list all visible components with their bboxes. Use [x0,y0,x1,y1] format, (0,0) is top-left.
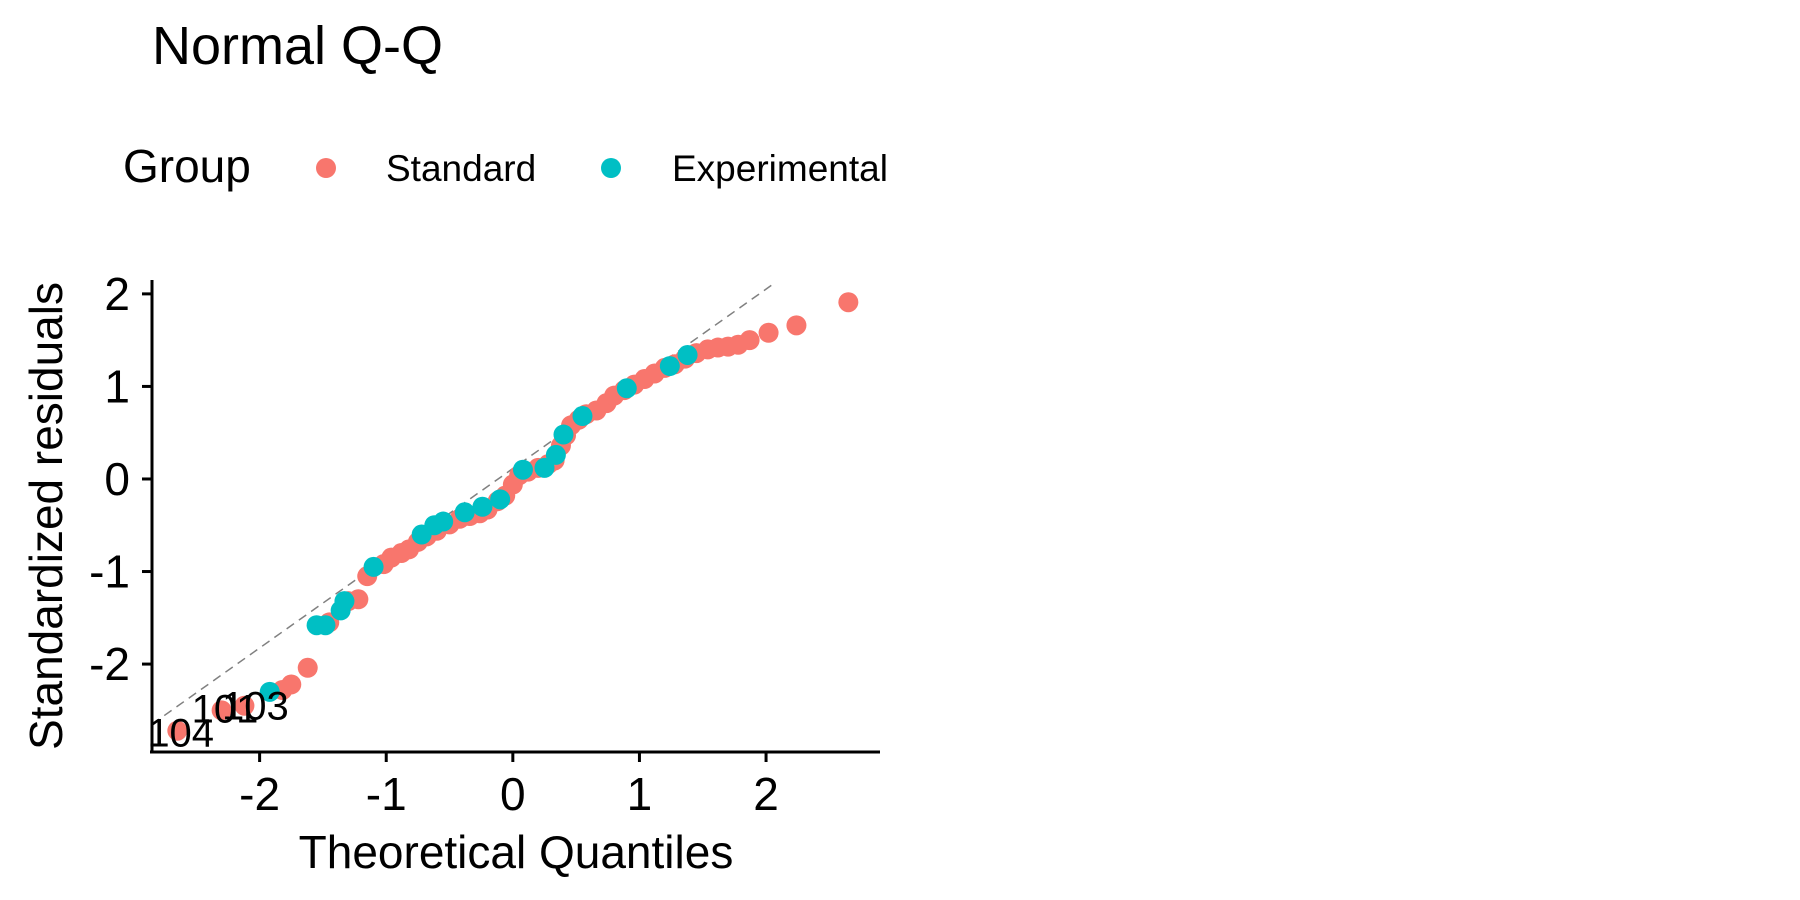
point-standard-51 [758,322,779,343]
x-ticks: -2 -1 0 1 2 [239,752,779,820]
x-tick-label: 0 [500,768,526,820]
point-experimental-5 [363,556,384,577]
point-standard-50 [739,330,760,351]
point-experimental-13 [534,457,555,478]
point-standard-53 [838,292,859,313]
axes: -2 -1 0 1 2 -2 -1 0 1 2 Theoretical Quantiles St… [20,268,880,878]
point-experimental-17 [616,378,637,399]
point-experimental-9 [454,502,475,523]
point-standard-4 [281,674,302,695]
legend-key-experimental [601,158,621,178]
y-ticks: -2 -1 0 1 2 [89,268,152,690]
x-tick-label: -2 [239,768,280,820]
point-experimental-11 [490,489,511,510]
point-standard-1 [211,700,232,721]
y-tick-label: 2 [104,268,130,320]
point-experimental-16 [572,406,593,427]
point-experimental-8 [433,511,454,532]
chart-title: Normal Q-Q [152,16,443,76]
point-experimental-2 [315,615,336,636]
point-experimental-18 [659,356,680,377]
x-tick-label: 1 [627,768,653,820]
point-experimental-10 [472,496,493,517]
point-label-103: 103 [222,685,289,729]
legend-label-experimental: Experimental [672,148,888,189]
y-tick-label: 0 [104,453,130,505]
legend-title: Group [123,140,251,192]
point-experimental-14 [545,444,566,465]
point-label-101: 101 [192,688,259,732]
point-experimental-4 [334,591,355,612]
legend: Group Standard Experimental [123,140,888,192]
y-tick-label: -2 [89,638,130,690]
x-tick-label: -1 [366,768,407,820]
y-axis-label: Standardized residuals [20,282,72,750]
y-tick-label: 1 [104,360,130,412]
point-experimental-15 [553,424,574,445]
data-points [167,292,859,741]
y-tick-label: -1 [89,546,130,598]
point-label-104: 104 [147,712,214,756]
x-axis-label: Theoretical Quantiles [299,826,734,878]
point-experimental-0 [259,681,280,702]
point-standard-0 [167,720,188,741]
legend-key-standard [316,158,336,178]
x-tick-label: 2 [753,768,779,820]
legend-label-standard: Standard [386,148,536,189]
point-experimental-12 [512,459,533,480]
point-standard-52 [786,315,807,336]
point-experimental-19 [677,344,698,365]
point-standard-2 [234,695,255,716]
point-standard-5 [297,657,318,678]
